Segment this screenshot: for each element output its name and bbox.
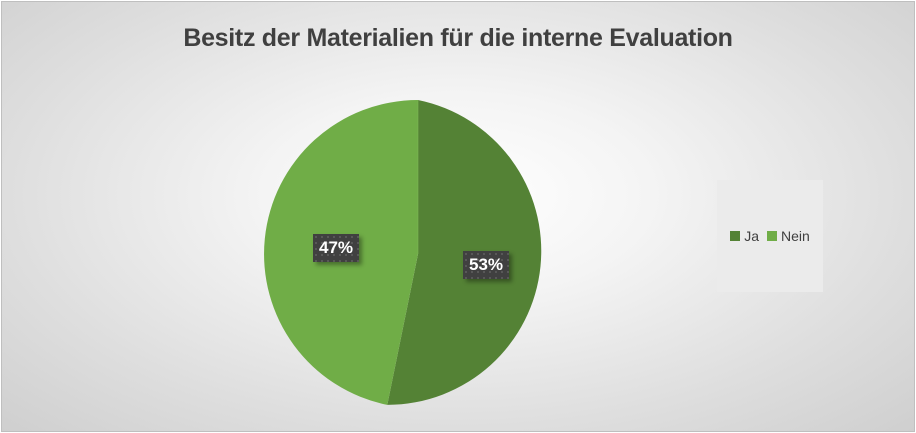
legend-swatch-ja: [730, 231, 741, 241]
chart-title: Besitz der Materialien für die interne E…: [183, 24, 733, 52]
legend-item-nein[interactable]: Nein: [767, 228, 810, 244]
legend-label-nein: Nein: [781, 228, 810, 244]
legend-label-ja: Ja: [744, 228, 759, 244]
legend: Ja Nein: [717, 180, 823, 292]
legend-swatch-nein: [767, 231, 777, 241]
data-label-nein: 47%: [313, 234, 360, 262]
data-label-ja: 53%: [463, 251, 510, 279]
legend-item-ja[interactable]: Ja: [730, 228, 759, 244]
